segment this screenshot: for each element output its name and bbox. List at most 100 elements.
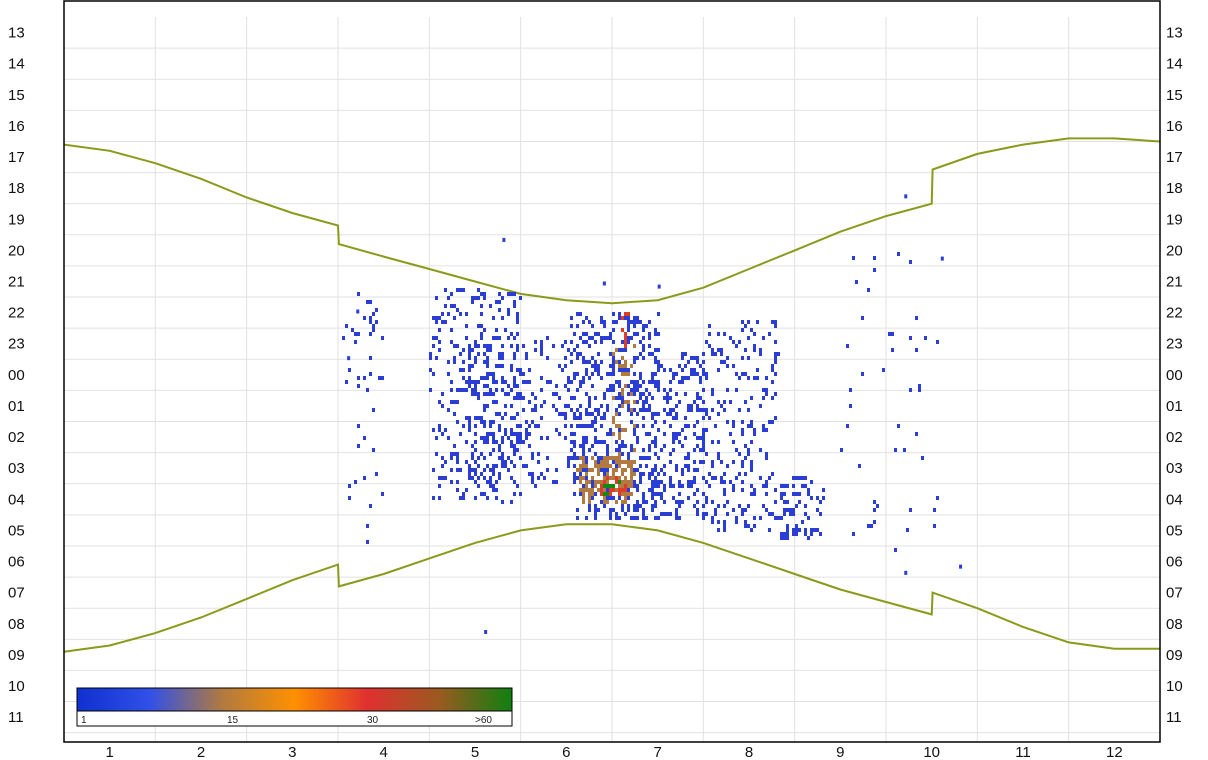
density-cell bbox=[561, 368, 564, 372]
density-cell bbox=[687, 480, 690, 484]
y-tick-label-left: 15 bbox=[8, 87, 25, 104]
density-cell bbox=[510, 428, 513, 432]
density-cell bbox=[774, 324, 777, 328]
density-cell bbox=[768, 476, 771, 480]
density-cell bbox=[612, 488, 615, 492]
y-tick-label-left: 19 bbox=[8, 211, 25, 228]
density-cell bbox=[732, 460, 735, 464]
density-cell bbox=[594, 408, 597, 412]
density-cell bbox=[741, 512, 744, 516]
density-cell bbox=[792, 492, 795, 496]
density-cell bbox=[651, 496, 654, 500]
density-cell bbox=[618, 436, 621, 440]
y-tick-label-right: 04 bbox=[1166, 491, 1183, 508]
density-cell bbox=[771, 380, 774, 384]
density-cell bbox=[363, 476, 366, 480]
density-cell bbox=[486, 372, 489, 376]
density-cell bbox=[651, 508, 654, 512]
density-cell bbox=[630, 468, 633, 472]
density-cell bbox=[684, 376, 687, 380]
density-cell bbox=[780, 496, 783, 500]
x-tick-label: 7 bbox=[653, 744, 661, 760]
density-cell bbox=[480, 304, 483, 308]
density-cell bbox=[534, 484, 537, 488]
density-cell bbox=[474, 448, 477, 452]
density-cell bbox=[627, 340, 630, 344]
density-cell bbox=[453, 360, 456, 364]
density-cell bbox=[363, 316, 366, 320]
density-cell bbox=[567, 388, 570, 392]
density-cell bbox=[618, 464, 621, 468]
density-cell bbox=[678, 364, 681, 368]
density-cell bbox=[606, 408, 609, 412]
density-cell bbox=[633, 380, 636, 384]
density-cell bbox=[456, 452, 459, 456]
density-cell bbox=[588, 424, 591, 428]
density-cell bbox=[609, 456, 612, 460]
density-cell bbox=[744, 472, 747, 476]
density-cell bbox=[600, 424, 603, 428]
density-cell bbox=[645, 408, 648, 412]
density-cell bbox=[639, 504, 642, 508]
density-cell bbox=[627, 372, 630, 376]
density-cell bbox=[483, 436, 486, 440]
density-cell bbox=[477, 416, 480, 420]
density-cell bbox=[597, 460, 600, 464]
density-cell bbox=[594, 340, 597, 344]
density-cell bbox=[678, 440, 681, 444]
density-cell bbox=[603, 460, 606, 464]
density-cell bbox=[732, 424, 735, 428]
density-cell bbox=[381, 492, 384, 496]
density-cell bbox=[519, 296, 522, 300]
density-cell bbox=[621, 492, 624, 496]
density-cell bbox=[444, 476, 447, 480]
density-cell bbox=[705, 480, 708, 484]
density-cell bbox=[525, 420, 528, 424]
density-cell bbox=[570, 448, 573, 452]
density-cell bbox=[768, 420, 771, 424]
density-cell bbox=[624, 512, 627, 516]
density-cell bbox=[723, 472, 726, 476]
density-cell bbox=[369, 504, 372, 508]
density-cell bbox=[357, 384, 360, 388]
density-cell bbox=[456, 468, 459, 472]
density-cell bbox=[765, 376, 768, 380]
density-cell bbox=[594, 420, 597, 424]
density-cell bbox=[615, 320, 618, 324]
density-cell bbox=[699, 448, 702, 452]
density-cell bbox=[450, 400, 453, 404]
density-cell bbox=[429, 356, 432, 360]
density-cell bbox=[570, 360, 573, 364]
density-cell bbox=[462, 376, 465, 380]
density-cell bbox=[681, 468, 684, 472]
density-cell bbox=[750, 420, 753, 424]
density-cell bbox=[624, 340, 627, 344]
density-cell bbox=[723, 360, 726, 364]
density-cell bbox=[591, 372, 594, 376]
density-cell bbox=[591, 324, 594, 328]
density-cell bbox=[618, 380, 621, 384]
density-cell bbox=[468, 428, 471, 432]
density-cell bbox=[678, 516, 681, 520]
density-cell bbox=[702, 516, 705, 520]
density-cell bbox=[642, 512, 645, 516]
density-cell bbox=[462, 288, 465, 292]
density-cell bbox=[786, 524, 789, 528]
density-cell bbox=[534, 408, 537, 412]
density-cell bbox=[579, 444, 582, 448]
density-cell bbox=[576, 324, 579, 328]
density-cell bbox=[603, 496, 606, 500]
density-cell bbox=[513, 336, 516, 340]
density-cell bbox=[594, 360, 597, 364]
density-cell bbox=[582, 488, 585, 492]
density-cell bbox=[681, 484, 684, 488]
density-cell bbox=[594, 452, 597, 456]
density-cell bbox=[369, 320, 372, 324]
density-cell bbox=[723, 408, 726, 412]
density-cell bbox=[354, 340, 357, 344]
density-cell bbox=[453, 412, 456, 416]
density-cell bbox=[579, 464, 582, 468]
density-cell bbox=[696, 500, 699, 504]
density-cell bbox=[615, 456, 618, 460]
density-cell bbox=[447, 312, 450, 316]
